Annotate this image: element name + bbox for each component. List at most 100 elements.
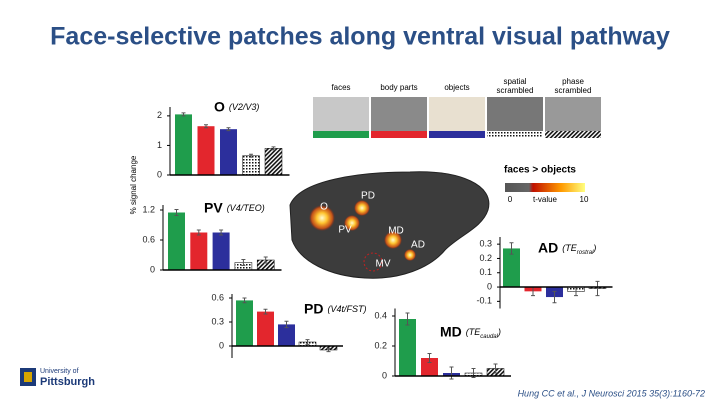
stimulus-label: spatial scrambled	[497, 77, 534, 95]
patch	[344, 215, 360, 231]
error-bar	[405, 312, 410, 326]
slide-title: Face-selective patches along ventral vis…	[50, 23, 670, 51]
y-tick-label: 0	[219, 340, 224, 350]
error-bar	[204, 124, 208, 129]
y-tick-label: 1	[157, 140, 162, 150]
error-bar	[263, 308, 268, 315]
y-tick-label: 0.3	[211, 316, 224, 326]
bar	[399, 319, 416, 376]
y-tick-label: 0.2	[479, 253, 492, 263]
stimulus-color	[371, 131, 427, 138]
y-tick-label: 0.6	[211, 292, 224, 302]
bar	[197, 126, 215, 175]
chart-area: (V4/TEO)	[227, 203, 265, 213]
chart-title: O	[214, 99, 225, 115]
brain-label: MV	[376, 259, 391, 270]
stimulus-color	[545, 131, 601, 138]
chart-area: (V2/V3)	[229, 102, 260, 112]
colorbar-max: 10	[580, 195, 589, 204]
chart-area: (TErostral)	[562, 243, 596, 255]
chart-area-part: (V2/V3)	[229, 102, 260, 112]
y-tick-label: 0.2	[374, 340, 387, 350]
error-bar	[449, 366, 454, 380]
chart-area-part: (V4/TEO)	[227, 203, 265, 213]
stimulus-image	[429, 97, 485, 131]
error-bar	[595, 280, 600, 297]
error-bar	[509, 242, 514, 255]
chart-area: (V4t/FST)	[327, 304, 366, 314]
chart-title: MD	[440, 324, 462, 340]
error-bar	[305, 339, 310, 345]
chart-area-part: rostral	[577, 250, 594, 256]
error-bar	[249, 153, 253, 158]
brain-label: AD	[411, 240, 425, 251]
chart-area-part: )	[592, 243, 596, 253]
stimulus-color	[429, 131, 485, 138]
y-tick-label: 0.4	[374, 310, 387, 320]
error-bar	[271, 146, 276, 151]
bar	[264, 148, 283, 176]
error-bar	[241, 259, 246, 266]
logo-line1: University of	[40, 368, 79, 375]
error-bar	[263, 256, 268, 264]
error-bar	[242, 297, 247, 304]
stimulus-label: phase scrambled	[555, 77, 592, 95]
chart-area-part: )	[497, 327, 501, 337]
chart-title: PV	[204, 200, 223, 216]
brain-label: PD	[361, 191, 375, 202]
y-tick-label: -0.1	[476, 296, 492, 306]
bar	[257, 311, 274, 346]
error-bar	[181, 112, 186, 117]
error-bar	[174, 209, 179, 216]
brain-label: MD	[388, 226, 404, 237]
bar	[168, 212, 185, 270]
bar	[220, 129, 237, 175]
error-bar	[226, 127, 231, 132]
bar	[421, 358, 438, 376]
y-tick-label: 2	[157, 110, 162, 120]
chart-area-part: caudal	[480, 334, 498, 340]
stimulus-color	[487, 131, 543, 138]
bar	[175, 114, 192, 175]
y-tick-label: 0	[157, 169, 162, 179]
y-tick-label: 1.2	[142, 204, 155, 214]
citation: Hung CC et al., J Neurosci 2015 35(3):11…	[518, 388, 705, 398]
colorbar-title: faces > objects	[504, 165, 576, 176]
bar	[190, 232, 208, 270]
bar	[242, 155, 260, 176]
y-tick-label: 0	[487, 281, 492, 291]
chart-title: PD	[304, 301, 323, 317]
brain	[289, 171, 490, 279]
error-bar	[219, 229, 224, 236]
chart-area-part: (V4t/FST)	[327, 304, 366, 314]
bar	[278, 324, 295, 346]
colorbar-mid: t-value	[533, 195, 558, 204]
error-bar	[284, 320, 289, 329]
error-bar	[493, 363, 498, 374]
chart-area-part: (TE	[562, 243, 577, 253]
bar	[236, 300, 253, 346]
bar	[503, 248, 520, 288]
error-bar	[196, 229, 201, 236]
error-bar	[427, 353, 432, 363]
chart-area-part: (TE	[466, 327, 481, 337]
patch-outline	[363, 252, 383, 272]
patch	[354, 200, 370, 216]
bar	[212, 232, 230, 270]
stimulus-label: body parts	[380, 83, 417, 92]
logo-crest	[24, 372, 32, 382]
y-tick-label: 0.6	[142, 234, 155, 244]
stimulus-image	[371, 97, 427, 131]
stimulus-image	[313, 97, 369, 131]
brain-label: PV	[338, 225, 352, 236]
chart-title: AD	[538, 240, 558, 256]
colorbar	[505, 183, 585, 192]
y-tick-label: 0.3	[479, 239, 492, 249]
colorbar-min: 0	[508, 195, 513, 204]
stimulus-image	[487, 97, 543, 131]
error-bar	[326, 347, 331, 353]
y-axis-label: % signal change	[129, 155, 138, 214]
brain-label: O	[320, 202, 328, 213]
patch	[309, 205, 335, 231]
